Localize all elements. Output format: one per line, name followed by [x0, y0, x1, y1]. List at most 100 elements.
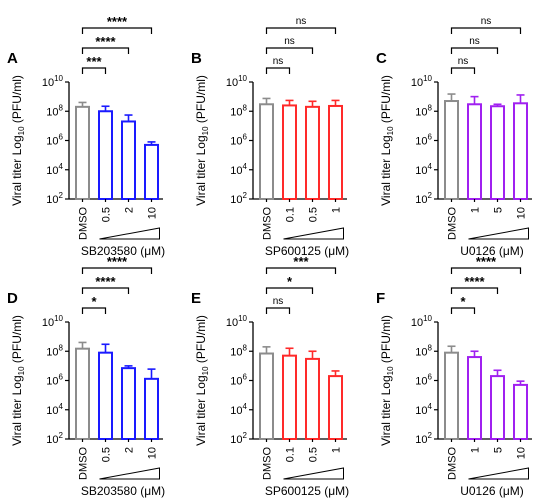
- y-tick-label: 102: [230, 191, 247, 206]
- y-tick-label-base: 10: [46, 376, 58, 388]
- y-axis-label: Viral titer Log10 (PFU/ml): [10, 75, 26, 206]
- y-tick-label: 102: [46, 191, 63, 206]
- y-axis-label-sub: 10: [17, 126, 26, 135]
- bar: [259, 103, 274, 200]
- y-tick-label-exp: 4: [243, 402, 248, 411]
- x-axis-label: U0126 (μM): [460, 244, 524, 258]
- panel-label: E: [191, 290, 201, 307]
- significance-label: ****: [95, 274, 116, 289]
- y-tick-label: 104: [415, 162, 432, 177]
- y-tick-label: 1010: [411, 74, 433, 89]
- significance-bracket: [450, 27, 522, 34]
- y-tick-label-base: 10: [230, 434, 242, 446]
- y-tick-label: 1010: [42, 74, 64, 89]
- y-axis-label: Viral titer Log10 (PFU/ml): [194, 315, 210, 446]
- y-tick-label-base: 10: [46, 165, 58, 177]
- y-axis-label-main: Viral titer Log: [194, 375, 208, 445]
- y-tick-label-base: 10: [415, 376, 427, 388]
- y-tick-label-base: 10: [415, 165, 427, 177]
- y-tick-label-base: 10: [230, 376, 242, 388]
- y-tick-label: 102: [415, 191, 432, 206]
- significance-label: ****: [464, 274, 485, 289]
- y-tick-label-exp: 8: [59, 343, 64, 352]
- bar: [490, 105, 505, 200]
- significance-bracket: [81, 27, 153, 34]
- bar: [282, 354, 297, 440]
- bar: [98, 110, 113, 200]
- y-tick-label-exp: 4: [428, 402, 433, 411]
- y-tick-label-exp: 8: [243, 343, 248, 352]
- y-tick-label-exp: 10: [423, 74, 432, 83]
- x-tick-label: 1: [470, 447, 482, 453]
- significance-label: *: [287, 274, 293, 289]
- x-axis-label: U0126 (μM): [460, 484, 524, 498]
- y-axis-label-sub: 10: [17, 366, 26, 375]
- x-tick-label: 2: [124, 447, 136, 453]
- y-tick-label-exp: 6: [243, 373, 248, 382]
- significance-label: ***: [86, 54, 102, 69]
- y-tick-label-exp: 6: [243, 133, 248, 142]
- y-tick-label: 108: [415, 343, 432, 358]
- significance-bracket: [265, 27, 337, 34]
- y-axis-label: Viral titer Log10 (PFU/ml): [194, 75, 210, 206]
- y-tick-label-exp: 10: [238, 314, 247, 323]
- dose-triangle: [468, 227, 529, 240]
- y-tick-label: 102: [230, 431, 247, 446]
- y-tick-label-exp: 4: [428, 162, 433, 171]
- y-tick-label-base: 10: [46, 434, 58, 446]
- y-tick-label-base: 10: [230, 165, 242, 177]
- bar: [328, 375, 343, 441]
- y-axis-label-sub: 10: [386, 126, 395, 135]
- y-tick-label-exp: 2: [59, 431, 64, 440]
- x-tick-label: 10: [516, 207, 528, 219]
- bar: [75, 105, 90, 200]
- x-tick-label: 5: [493, 447, 505, 453]
- y-axis-label-unit: (PFU/ml): [10, 75, 24, 126]
- y-tick-label-base: 10: [46, 106, 58, 118]
- x-tick-label: DMSO: [262, 447, 274, 480]
- bar: [121, 120, 136, 200]
- bar: [144, 377, 159, 441]
- y-tick-label: 104: [46, 162, 63, 177]
- x-tick-label: 10: [147, 447, 159, 459]
- significance-label: ****: [476, 254, 497, 269]
- y-axis-label: Viral titer Log10 (PFU/ml): [10, 315, 26, 446]
- bar: [144, 143, 159, 200]
- y-tick-label-base: 10: [226, 317, 238, 329]
- significance-label: *: [91, 294, 97, 309]
- y-tick-label-exp: 6: [59, 133, 64, 142]
- y-axis-label-unit: (PFU/ml): [194, 75, 208, 126]
- y-tick-label-exp: 10: [423, 314, 432, 323]
- y-tick-label: 106: [230, 133, 247, 148]
- y-tick-label: 108: [46, 103, 63, 118]
- y-tick-label-base: 10: [415, 106, 427, 118]
- x-tick-label: 0.1: [285, 447, 297, 462]
- y-tick-label: 106: [415, 373, 432, 388]
- bar: [513, 383, 528, 440]
- x-tick-label: 1: [331, 207, 343, 213]
- significance-bracket: [265, 287, 314, 294]
- y-tick-label-exp: 6: [59, 373, 64, 382]
- panel-label: C: [376, 50, 387, 67]
- panel-label: A: [7, 50, 18, 67]
- y-axis-label-main: Viral titer Log: [10, 135, 24, 205]
- significance-bracket: [265, 267, 337, 274]
- bar: [305, 105, 320, 200]
- bar: [467, 103, 482, 200]
- y-tick-label-exp: 8: [428, 103, 433, 112]
- significance-label: ****: [95, 34, 116, 49]
- dose-triangle: [99, 227, 160, 240]
- y-tick-label-exp: 2: [243, 431, 248, 440]
- y-tick-label-exp: 8: [243, 103, 248, 112]
- panel-label: B: [191, 50, 202, 67]
- dose-triangle: [283, 227, 344, 240]
- y-tick-label-base: 10: [230, 346, 242, 358]
- bar: [328, 104, 343, 200]
- y-axis-label-unit: (PFU/ml): [10, 315, 24, 366]
- y-tick-label: 1010: [42, 314, 64, 329]
- y-tick-label-exp: 8: [428, 343, 433, 352]
